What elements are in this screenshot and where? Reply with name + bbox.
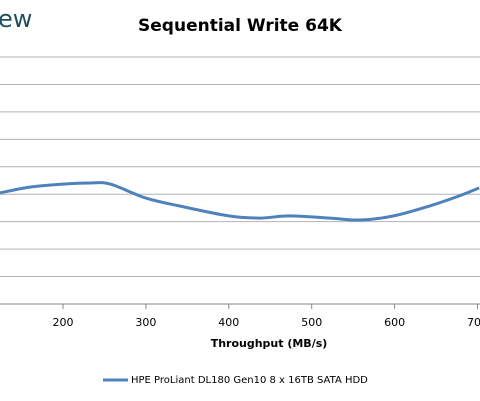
x-tick-label: 400: [218, 316, 239, 329]
x-axis-title: Throughput (MB/s): [211, 337, 328, 350]
x-tick-label: 300: [135, 316, 156, 329]
chart-title: Sequential Write 64K: [138, 16, 343, 36]
x-tick-label: 600: [384, 316, 405, 329]
data-line: [0, 181, 480, 222]
x-tick-label: 500: [301, 316, 322, 329]
x-tick-label: 700: [467, 316, 480, 329]
legend-label: HPE ProLiant DL180 Gen10 8 x 16TB SATA H…: [131, 375, 368, 386]
logo-text: ew: [0, 5, 32, 33]
x-tick-label: 200: [53, 316, 74, 329]
